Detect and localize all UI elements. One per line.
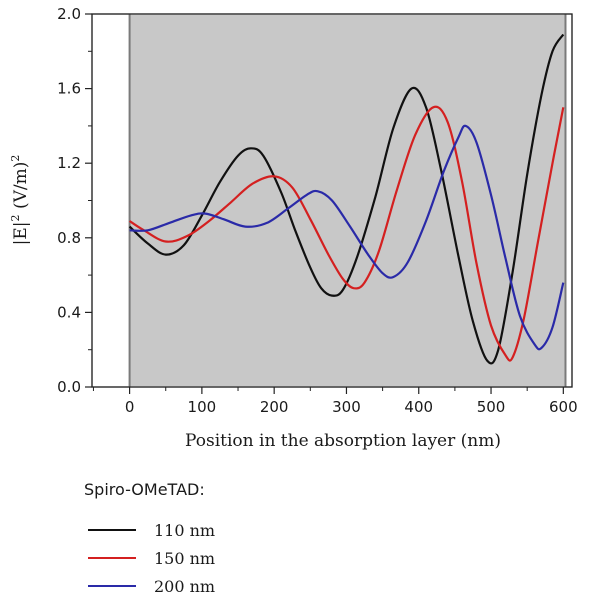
legend-swatch [88,585,136,587]
x-tick-label: 200 [260,398,289,416]
x-tick-label: 0 [125,398,135,416]
x-tick-label: 500 [477,398,506,416]
legend-swatch [88,529,136,531]
series-lines [128,33,565,365]
y-axis-label: |E|2 (V/m)2 [9,155,31,246]
shaded-region [129,14,566,387]
x-axis-label: Position in the absorption layer (nm) [185,431,501,451]
y-tick-label: 0.4 [57,303,81,321]
legend-title: Spiro-OMeTAD: [84,480,205,499]
series-line-150-nm [128,105,565,362]
series-line-110-nm [128,33,565,365]
legend-label: 150 nm [154,548,216,568]
y-tick-label: 1.2 [57,154,81,172]
x-tick-label: 300 [332,398,361,416]
legend-item-150: 150 nm [84,544,384,572]
x-tick-label: 600 [549,398,578,416]
legend-label: 110 nm [154,520,216,540]
y-tick-label: 0.8 [57,229,81,247]
y-tick-label: 1.6 [57,80,81,98]
legend-swatch [88,557,136,559]
legend-label: 200 nm [154,576,216,596]
x-tick-label: 100 [188,398,217,416]
legend: Spiro-OMeTAD: 110 nm 150 nm 200 nm [84,478,384,600]
legend-item-110: 110 nm [84,516,384,544]
y-tick-label: 2.0 [57,5,81,23]
x-tick-label: 400 [404,398,433,416]
y-tick-label: 0.0 [57,378,81,396]
series-line-200-nm [129,124,565,351]
legend-item-200: 200 nm [84,572,384,600]
axis-ticks: 0 100 200 300 400 500 600 0.0 0.4 0.8 1.2 1.6 2.0 [57,5,578,416]
line-chart: 0 100 200 300 400 500 600 0.0 0.4 0.8 1.2 1.6 2.0 Po… [9,5,578,451]
